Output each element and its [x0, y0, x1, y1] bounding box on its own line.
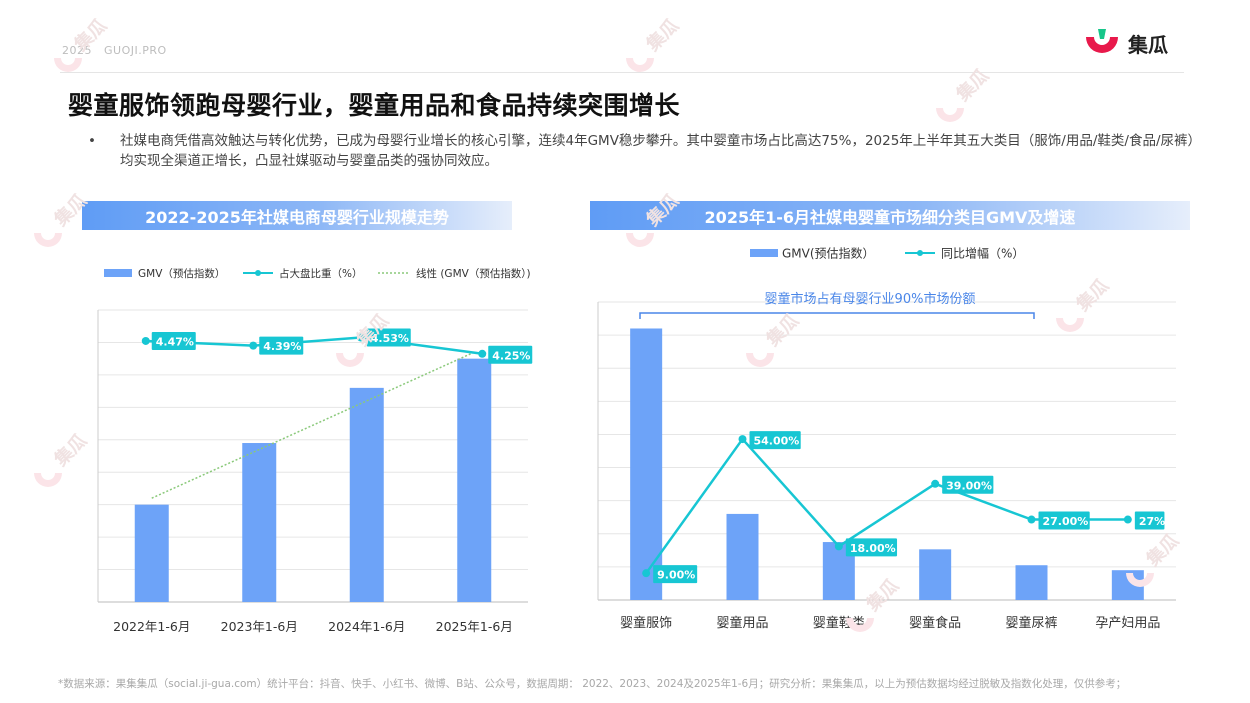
right-growth-label-4: 39.00% [946, 479, 992, 492]
right-growth-label-5: 27.00% [1043, 515, 1089, 528]
watermark-text: 集瓜 [861, 575, 903, 617]
right-legend-growth: 同比增幅（%） [941, 246, 1024, 261]
right-growth-label-4-box [942, 475, 994, 494]
left-bar-3 [349, 387, 384, 602]
left-legend-trend: 线性 (GMV（预估指数）) [416, 267, 531, 280]
watermark-logo-icon [1126, 573, 1154, 587]
left-x-tick-3: 2024年1-6月 [328, 619, 405, 634]
right-growth-label-3: 18.00% [850, 542, 896, 555]
watermark-text: 集瓜 [641, 15, 683, 57]
left-legend-share: 占大盘比重（%） [279, 267, 362, 280]
left-share-label-3: 4.53% [371, 332, 409, 345]
right-bar-2 [726, 513, 759, 600]
left-share-line [145, 336, 483, 356]
header-divider [60, 72, 1184, 73]
left-share-point-3 [356, 333, 365, 342]
watermark-logo-icon [1056, 318, 1084, 332]
right-legend-bar-swatch [750, 249, 778, 257]
right-chart-grid [598, 301, 1176, 601]
left-chart-grid [98, 309, 528, 603]
left-share-label-1-box [151, 331, 196, 350]
watermark-text: 集瓜 [69, 15, 111, 57]
right-growth-point-4 [931, 479, 940, 488]
right-growth-label-1-box [653, 565, 698, 584]
right-growth-point-2 [738, 435, 747, 444]
right-growth-label-2: 54.00% [754, 435, 800, 448]
right-bar-1 [630, 328, 663, 600]
watermark-text: 集瓜 [951, 65, 993, 107]
watermark-logo-icon [54, 58, 82, 72]
header-meta: 2025 GUOJI.PRO [62, 44, 175, 57]
bullet-dot-icon: • [88, 133, 96, 149]
left-share-label-2: 4.39% [263, 340, 301, 353]
right-growth-point-6 [1123, 515, 1132, 524]
brand-logo: 集瓜 [1082, 26, 1168, 60]
left-share-label-3-box [366, 328, 411, 347]
left-share-label-2-box [259, 336, 304, 355]
right-annotation-text: 婴童市场占有母婴行业90%市场份额 [765, 291, 976, 307]
right-x-tick-2: 婴童用品 [716, 615, 768, 631]
left-share-label-1: 4.47% [156, 335, 194, 348]
meta-site: GUOJI.PRO [104, 44, 167, 57]
left-legend-bar-swatch [104, 269, 132, 277]
right-growth-label-2-box [749, 431, 801, 450]
watermark-logo-icon [746, 353, 774, 367]
left-share-point-4 [478, 349, 487, 358]
watermark-text: 集瓜 [49, 190, 91, 232]
right-x-tick-4: 婴童食品 [909, 615, 961, 631]
right-legend-gmv: GMV(预估指数） [782, 246, 875, 261]
watermark-text: 集瓜 [1141, 530, 1183, 572]
left-share-label-4: 4.25% [492, 349, 530, 362]
watermark-logo-icon [936, 108, 964, 122]
right-bar-4 [919, 549, 952, 600]
page-title: 婴童服饰领跑母婴行业，婴童用品和食品持续突围增长 [68, 91, 681, 120]
right-chart-title: 2025年1-6月社媒电婴童市场细分类目GMV及增速 [590, 201, 1190, 230]
brand-name: 集瓜 [1128, 32, 1168, 57]
watermark-logo-icon [336, 353, 364, 367]
right-x-tick-5: 婴童尿裤 [1005, 615, 1057, 631]
right-bar-5 [1015, 565, 1048, 600]
left-x-tick-1: 2022年1-6月 [113, 619, 190, 634]
right-growth-label-3-box [845, 538, 898, 557]
left-legend-gmv: GMV（预估指数） [138, 267, 225, 280]
right-growth-label-5-box [1038, 511, 1090, 530]
right-legend-line-dot [917, 250, 923, 256]
right-annotation-bracket [639, 312, 1035, 319]
right-growth-point-5 [1027, 515, 1036, 524]
watermark-text: 集瓜 [1071, 275, 1113, 317]
right-growth-label-6: 27% [1139, 515, 1165, 528]
left-bar-1 [134, 504, 169, 602]
watermark-text: 集瓜 [49, 430, 91, 472]
left-trendline [151, 351, 475, 499]
left-x-tick-4: 2025年1-6月 [436, 619, 513, 634]
melon-logo-icon [1086, 29, 1118, 53]
summary-bullet: • 社媒电商凭借高效触达与转化优势，已成为母婴行业增长的核心引擎，连续4年GMV… [88, 131, 1208, 171]
summary-text: 社媒电商凭借高效触达与转化优势，已成为母婴行业增长的核心引擎，连续4年GMV稳步… [120, 133, 1201, 169]
left-share-label-4-box [488, 345, 533, 364]
left-x-tick-2: 2023年1-6月 [221, 619, 298, 634]
watermark-logo-icon [846, 618, 874, 632]
left-share-point-1 [141, 336, 150, 345]
right-growth-label-1: 9.00% [657, 569, 695, 582]
watermark-text: 集瓜 [641, 190, 683, 232]
left-bar-4 [457, 358, 492, 602]
right-growth-point-1 [642, 569, 651, 578]
right-x-tick-6: 孕产妇用品 [1095, 615, 1160, 631]
watermark-logo-icon [34, 233, 62, 247]
watermark-logo-icon [626, 58, 654, 72]
footnote: *数据来源：果集集瓜（social.ji-gua.com）统计平台：抖音、快手、… [58, 678, 1127, 690]
left-legend-line-dot [255, 270, 261, 276]
left-share-point-2 [249, 341, 258, 350]
watermark-logo-icon [626, 233, 654, 247]
right-x-tick-1: 婴童服饰 [620, 615, 672, 631]
watermark-text: 集瓜 [761, 310, 803, 352]
watermark-logo-icon [34, 473, 62, 487]
left-chart-title: 2022-2025年社媒电商母婴行业规模走势 [82, 201, 512, 230]
left-bar-2 [242, 443, 277, 602]
right-growth-label-6-box [1134, 511, 1165, 530]
right-growth-point-3 [834, 542, 843, 551]
meta-year: 2025 [62, 44, 92, 57]
